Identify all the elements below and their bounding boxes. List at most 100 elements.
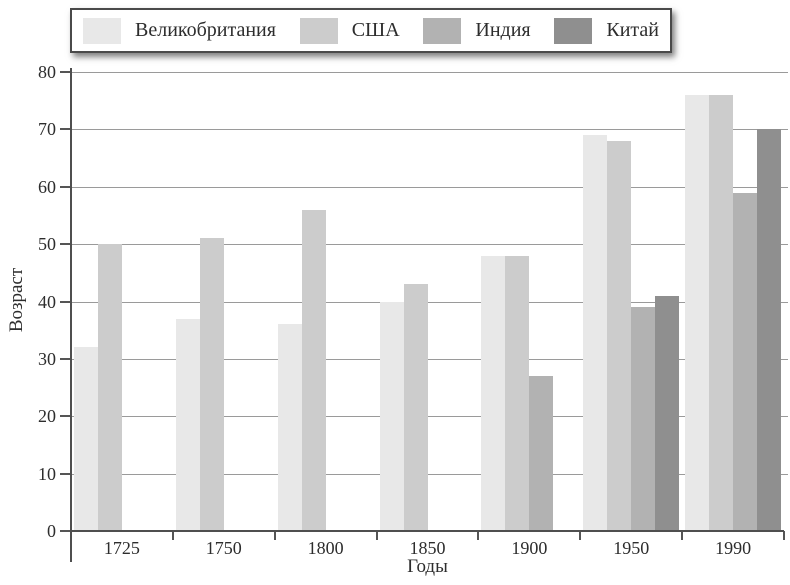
- bar-slot: [379, 301, 404, 531]
- y-tick-label-30: 30: [38, 348, 56, 369]
- y-tick-label-70: 70: [38, 119, 56, 140]
- x-tick-label-1800: 1800: [307, 538, 344, 558]
- bar-slot: [175, 318, 200, 531]
- bar-group-1725: [71, 72, 173, 531]
- bar-group-1950: [580, 72, 682, 531]
- gridline-40: [71, 301, 788, 303]
- bar-Великобритания-1950: [583, 135, 608, 531]
- bar-group-1990: [682, 72, 784, 531]
- legend-label: Индия: [475, 19, 531, 41]
- legend-swatch: [423, 17, 462, 44]
- bar-slot: [607, 140, 632, 531]
- legend-label: Великобритания: [135, 19, 276, 41]
- bar-slot: [277, 324, 302, 531]
- x-axis-line: [70, 530, 784, 532]
- bar-slot: [733, 192, 758, 531]
- x-tick-1750: [273, 531, 276, 540]
- bar-Великобритания-1750: [175, 318, 200, 531]
- gridline-20: [71, 416, 788, 418]
- bar-group-1850: [377, 72, 479, 531]
- bar-США-1950: [607, 140, 632, 531]
- y-tick-80: [60, 71, 71, 73]
- x-tick-1990: [783, 531, 785, 540]
- y-tick-0: [60, 530, 71, 532]
- bar-slot: [685, 94, 710, 531]
- bar-slot: [199, 238, 224, 531]
- legend-label: США: [351, 19, 400, 41]
- x-tick-label-1850: 1850: [409, 538, 446, 558]
- y-tick-50: [60, 243, 71, 246]
- legend-item-Индия: Индия: [423, 17, 531, 44]
- y-tick-label-50: 50: [38, 234, 56, 255]
- bar-slot: [709, 94, 734, 531]
- y-tick-label-0: 0: [47, 521, 56, 541]
- legend-swatch: [83, 17, 121, 44]
- y-tick-60: [60, 185, 71, 188]
- gridline-70: [71, 129, 788, 131]
- legend-item-США: США: [299, 17, 400, 44]
- gridline-30: [71, 358, 788, 360]
- y-tick-40: [60, 300, 71, 303]
- x-axis-title-text: Годы: [407, 556, 448, 577]
- bar-Великобритания-1800: [277, 324, 302, 531]
- gridline-80: [71, 72, 788, 73]
- x-tick-1900: [579, 531, 582, 540]
- x-tick-1800: [375, 531, 378, 540]
- x-tick-label-1725: 1725: [103, 538, 140, 558]
- y-axis-title-text: Возраст: [6, 267, 27, 333]
- bar-slot: [631, 307, 656, 531]
- y-tick-30: [60, 357, 71, 360]
- bar-Индия-1990: [733, 192, 758, 531]
- x-tick-label-1990: 1990: [715, 538, 752, 558]
- bar-slot: [655, 295, 680, 531]
- bar-slot: [97, 244, 122, 531]
- legend-label: Китай: [606, 19, 659, 41]
- bar-Китай-1950: [655, 295, 680, 531]
- bar-slot: [481, 255, 506, 531]
- bar-Китай-1990: [757, 129, 782, 531]
- bar-group-1750: [173, 72, 275, 531]
- bar-США-1900: [505, 255, 530, 531]
- y-tick-label-60: 60: [38, 176, 56, 197]
- bar-США-1850: [403, 284, 428, 531]
- x-tick-1725: [171, 531, 174, 540]
- bar-Великобритания-1990: [685, 94, 710, 531]
- legend-swatch: [299, 17, 338, 44]
- bar-Великобритания-1900: [481, 255, 506, 531]
- bar-slot: [403, 284, 428, 531]
- x-tick-1850: [477, 531, 480, 540]
- bar-slot: [74, 347, 98, 531]
- bar-США-1750: [199, 238, 224, 531]
- bar-group-1800: [275, 72, 377, 531]
- bar-США-1990: [709, 94, 734, 531]
- gridline-60: [71, 186, 788, 188]
- bar-Великобритания-1850: [379, 301, 404, 531]
- bar-slot: [529, 376, 554, 531]
- chart-legend: Великобритания США Индия Китай: [70, 8, 672, 53]
- bar-Индия-1900: [529, 376, 554, 531]
- bar-Индия-1950: [631, 307, 656, 531]
- bar-США-1800: [301, 209, 326, 531]
- y-axis-line: [70, 68, 72, 562]
- y-tick-label-40: 40: [38, 291, 56, 312]
- bar-slot: [757, 129, 782, 531]
- legend-item-Великобритания: Великобритания: [83, 17, 276, 44]
- x-tick-label-1750: 1750: [205, 538, 242, 558]
- bar-Великобритания-1725: [74, 347, 98, 531]
- y-axis-title: Возраст: [6, 268, 28, 332]
- x-tick-label-1950: 1950: [613, 538, 650, 558]
- gridline-10: [71, 473, 788, 475]
- bar-slot: [505, 255, 530, 531]
- bar-slot: [301, 209, 326, 531]
- y-tick-10: [60, 472, 71, 475]
- y-tick-20: [60, 415, 71, 418]
- x-tick-1950: [681, 531, 684, 540]
- x-tick-label-1900: 1900: [511, 538, 548, 558]
- bar-США-1725: [97, 244, 122, 531]
- y-tick-label-20: 20: [38, 406, 56, 427]
- bar-group-1900: [478, 72, 580, 531]
- x-axis-title: Годы: [71, 556, 784, 578]
- legend-item-Китай: Китай: [554, 17, 659, 44]
- y-tick-label-80: 80: [38, 62, 56, 82]
